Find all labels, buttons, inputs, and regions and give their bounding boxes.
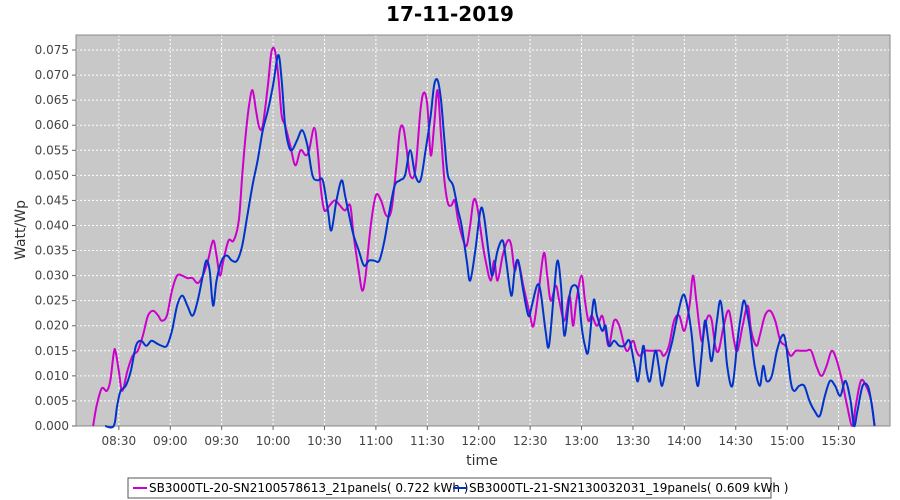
y-tick-label: 0.025 (35, 294, 69, 308)
x-tick-label: 11:30 (410, 434, 445, 448)
legend-box (127, 477, 772, 499)
y-tick-label: 0.040 (35, 218, 69, 232)
y-tick-label: 0.030 (35, 269, 69, 283)
axes (75, 34, 891, 427)
x-tick-label: 15:00 (770, 434, 805, 448)
x-tick-label: 14:00 (667, 434, 702, 448)
y-tick-label: 0.000 (35, 419, 69, 433)
y-tick-label: 0.050 (35, 168, 69, 182)
chart-title: 17-11-2019 (386, 2, 514, 26)
series-line-2 (104, 54, 876, 429)
y-axis-label: Watt/Wp (13, 200, 29, 260)
x-tick-label: 11:00 (359, 434, 394, 448)
x-tick-label: 13:00 (564, 434, 599, 448)
legend-label-series-2: SB3000TL-21-SN2130032031_19panels( 0.609… (469, 481, 788, 495)
y-tick-label: 0.015 (35, 344, 69, 358)
y-tick-label: 0.065 (35, 93, 69, 107)
y-tick-label: 0.075 (35, 43, 69, 57)
y-tick-label: 0.005 (35, 394, 69, 408)
y-tick-label: 0.010 (35, 369, 69, 383)
legend-label-series-1: SB3000TL-20-SN2100578613_21panels( 0.722… (149, 481, 468, 495)
series-line-1 (92, 46, 876, 427)
y-tick-label: 0.020 (35, 319, 69, 333)
x-tick-label: 09:00 (153, 434, 188, 448)
x-tick-label: 10:30 (307, 434, 342, 448)
x-tick-label: 09:30 (204, 434, 239, 448)
series-lines (92, 46, 876, 429)
x-tick-label: 15:30 (821, 434, 856, 448)
y-tick-label: 0.045 (35, 193, 69, 207)
x-axis: 08:30 09:00 09:30 10:00 10:30 11:00 11:30 12:00… (102, 426, 856, 448)
x-tick-label: 13:30 (616, 434, 651, 448)
y-tick-label: 0.035 (35, 244, 69, 258)
y-axis: 0.000 0.005 0.010 0.015 0.020 0.025 0.030 0.035… (35, 43, 76, 433)
x-axis-label: time (466, 453, 498, 469)
plot-border (75, 34, 891, 427)
x-tick-label: 14:30 (718, 434, 753, 448)
y-tick-label: 0.070 (35, 68, 69, 82)
x-tick-label: 12:30 (513, 434, 548, 448)
plot-area (76, 35, 890, 426)
y-tick-label: 0.055 (35, 143, 69, 157)
x-tick-label: 10:00 (256, 434, 291, 448)
x-tick-label: 08:30 (102, 434, 137, 448)
x-tick-label: 12:00 (461, 434, 496, 448)
legend: SB3000TL-20-SN2100578613_21panels( 0.722… (127, 477, 788, 499)
y-tick-label: 0.060 (35, 118, 69, 132)
